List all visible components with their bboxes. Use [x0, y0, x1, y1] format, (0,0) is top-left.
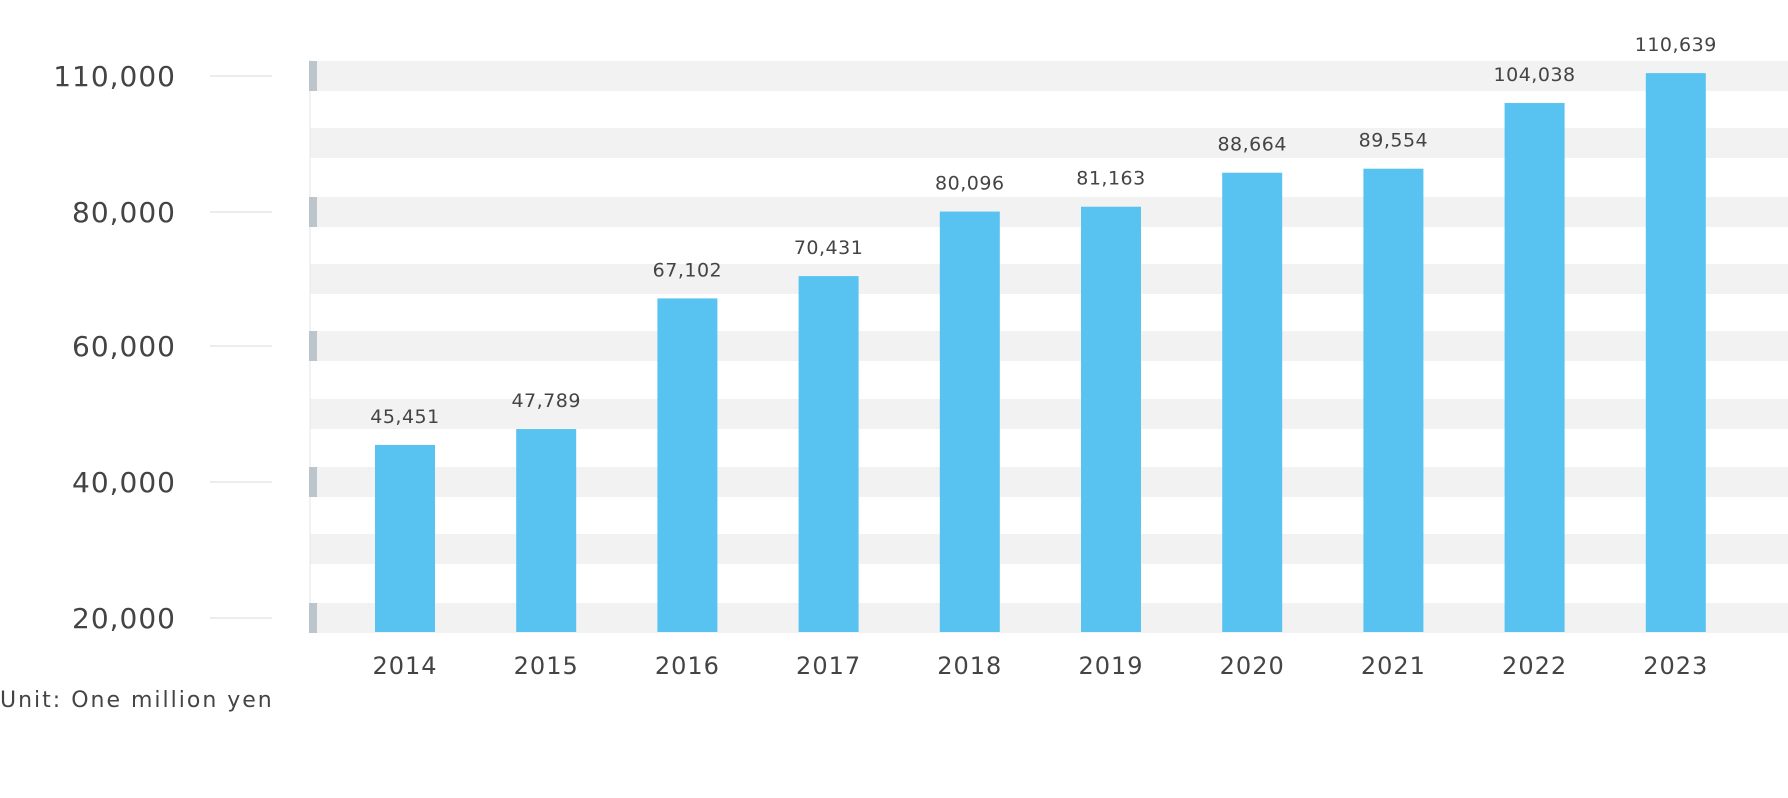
y-tick-label: 80,000 [72, 196, 176, 229]
x-tick-label-2022: 2022 [1502, 652, 1567, 680]
background-band [310, 264, 1788, 294]
x-tick-label-2014: 2014 [372, 652, 437, 680]
y-tick-label: 20,000 [72, 602, 176, 635]
y-axis-ticks: 20,000 40,000 60,000 80,000 110,000 [53, 60, 317, 635]
value-label-2020: 88,664 [1217, 134, 1286, 156]
value-label-2023: 110,639 [1635, 34, 1717, 56]
value-label-2015: 47,789 [511, 390, 580, 412]
bar-2015 [516, 429, 577, 632]
bar-2016 [657, 298, 718, 632]
value-label-2017: 70,431 [794, 237, 863, 259]
x-axis-labels: 2014 2015 2016 2017 2018 2019 2020 2021 2022 2023 [372, 652, 1708, 680]
bar-2021 [1363, 168, 1424, 632]
background-band [310, 197, 1788, 227]
y-tick-mark [309, 467, 317, 497]
x-tick-label-2015: 2015 [514, 652, 579, 680]
value-label-2021: 89,554 [1359, 130, 1428, 152]
unit-note: Unit: One million yen [0, 688, 274, 713]
y-tick-mark [309, 61, 317, 91]
bars [375, 73, 1706, 633]
value-label-2016: 67,102 [653, 259, 722, 281]
background-band [310, 331, 1788, 361]
bar-2017 [798, 276, 859, 632]
x-tick-label-2021: 2021 [1361, 652, 1426, 680]
bar-2019 [1081, 206, 1141, 633]
x-tick-label-2019: 2019 [1078, 652, 1143, 680]
bar-2020 [1222, 172, 1283, 632]
bar-2023 [1645, 73, 1706, 632]
background-band [310, 128, 1788, 158]
y-tick-mark [309, 603, 317, 633]
value-label-2018: 80,096 [935, 173, 1004, 195]
background-band [310, 61, 1788, 91]
y-tick-mark [309, 197, 317, 227]
value-label-2022: 104,038 [1494, 64, 1576, 86]
y-tick-label: 40,000 [72, 466, 176, 499]
bar-2022 [1504, 103, 1565, 633]
x-tick-label-2016: 2016 [655, 652, 720, 680]
value-label-2014: 45,451 [370, 406, 439, 428]
bar-2014 [375, 444, 435, 632]
x-tick-label-2018: 2018 [937, 652, 1002, 680]
y-tick-mark [309, 331, 317, 361]
y-tick-label: 60,000 [72, 330, 176, 363]
value-labels: 45,451 47,789 67,102 70,431 80,096 81,163 88,6… [370, 34, 1717, 428]
bar-2018 [939, 211, 1000, 632]
value-label-2019: 81,163 [1076, 168, 1145, 190]
x-tick-label-2017: 2017 [796, 652, 861, 680]
x-tick-label-2020: 2020 [1220, 652, 1285, 680]
y-tick-label: 110,000 [53, 60, 176, 93]
x-tick-label-2023: 2023 [1643, 652, 1708, 680]
